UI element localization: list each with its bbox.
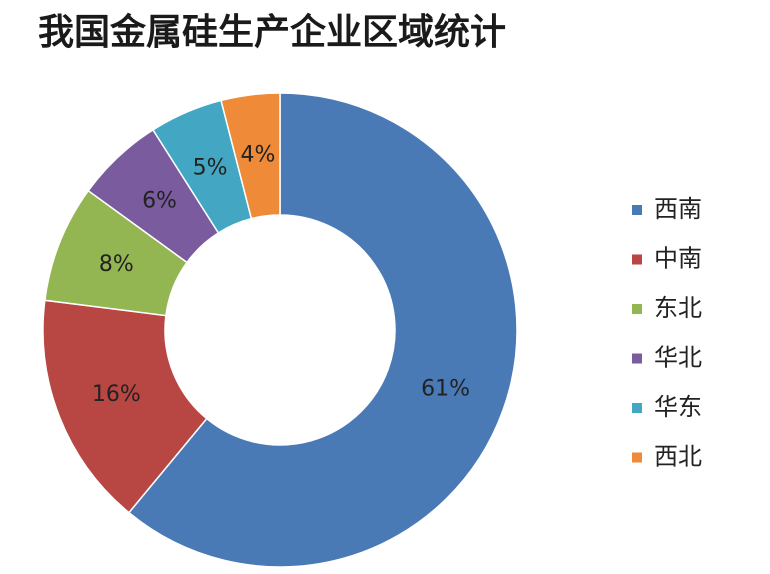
data-label: 6% [142,189,177,214]
data-label: 5% [193,155,228,180]
legend-swatch [632,254,642,265]
legend-label: 华北 [654,344,702,372]
data-label: 8% [99,252,134,277]
data-label: 61% [421,377,470,402]
legend-label: 东北 [654,294,702,322]
slice [220,92,281,220]
slice [127,92,518,568]
legend-swatch [632,452,642,463]
legend-swatch [632,403,642,413]
legend-label: 西北 [654,443,702,471]
legend-label: 华东 [654,393,702,421]
data-label: 4% [240,142,275,167]
legend-label: 中南 [654,245,702,273]
legend-label: 西南 [654,195,702,223]
legend-swatch [632,353,642,364]
chart-title: 我国金属硅生产企业区域统计 [38,11,506,53]
legend-swatch [632,304,642,314]
legend-swatch [632,205,642,215]
slice [42,299,208,514]
data-label: 16% [92,382,141,407]
